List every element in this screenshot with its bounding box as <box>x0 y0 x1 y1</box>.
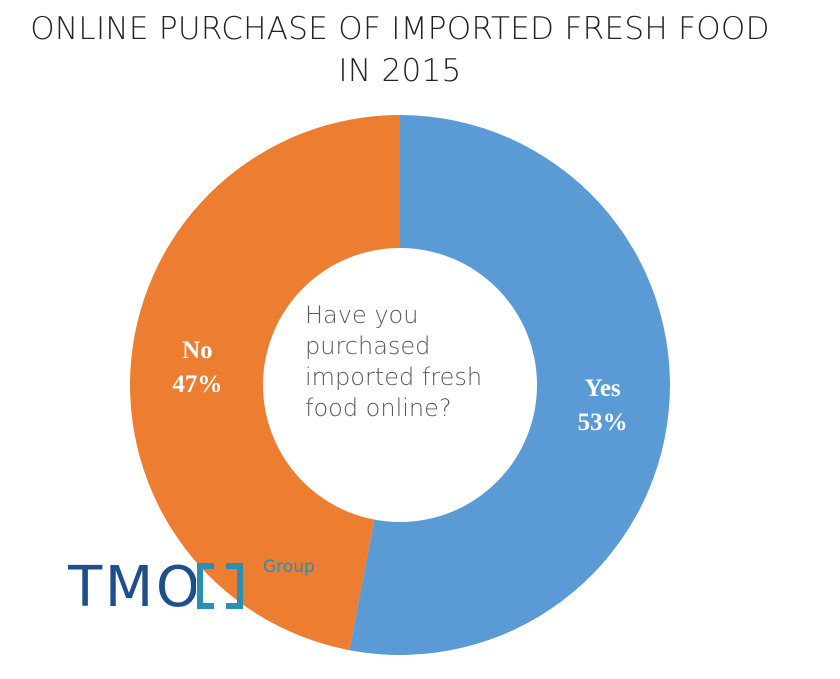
slice-labels-group: Yes 53% No 47% <box>172 337 627 436</box>
logo-bracket-left <box>197 563 214 609</box>
donut-hole <box>263 248 537 522</box>
center-question: Have you purchased imported fresh food o… <box>305 300 525 424</box>
slice-value-no: 47% <box>172 371 222 398</box>
logo-text: TMO <box>68 556 200 616</box>
center-question-line-1: Have you <box>305 301 419 329</box>
chart-title-line-2: IN 2015 <box>338 53 462 89</box>
center-question-line-4: food online? <box>305 394 452 422</box>
logo-bracket-right <box>226 563 243 609</box>
tmo-group-logo: TMO Group <box>68 556 315 616</box>
slice-label-no: No <box>182 337 213 364</box>
center-question-line-3: imported fresh <box>305 363 483 391</box>
chart-title: ONLINE PURCHASE OF IMPORTED FRESH FOOD I… <box>0 8 800 92</box>
slice-value-yes: 53% <box>578 409 628 436</box>
center-question-line-2: purchased <box>305 332 431 360</box>
slice-label-yes: Yes <box>585 375 621 402</box>
logo-suffix: Group <box>263 557 315 577</box>
chart-title-line-1: ONLINE PURCHASE OF IMPORTED FRESH FOOD <box>30 11 770 47</box>
